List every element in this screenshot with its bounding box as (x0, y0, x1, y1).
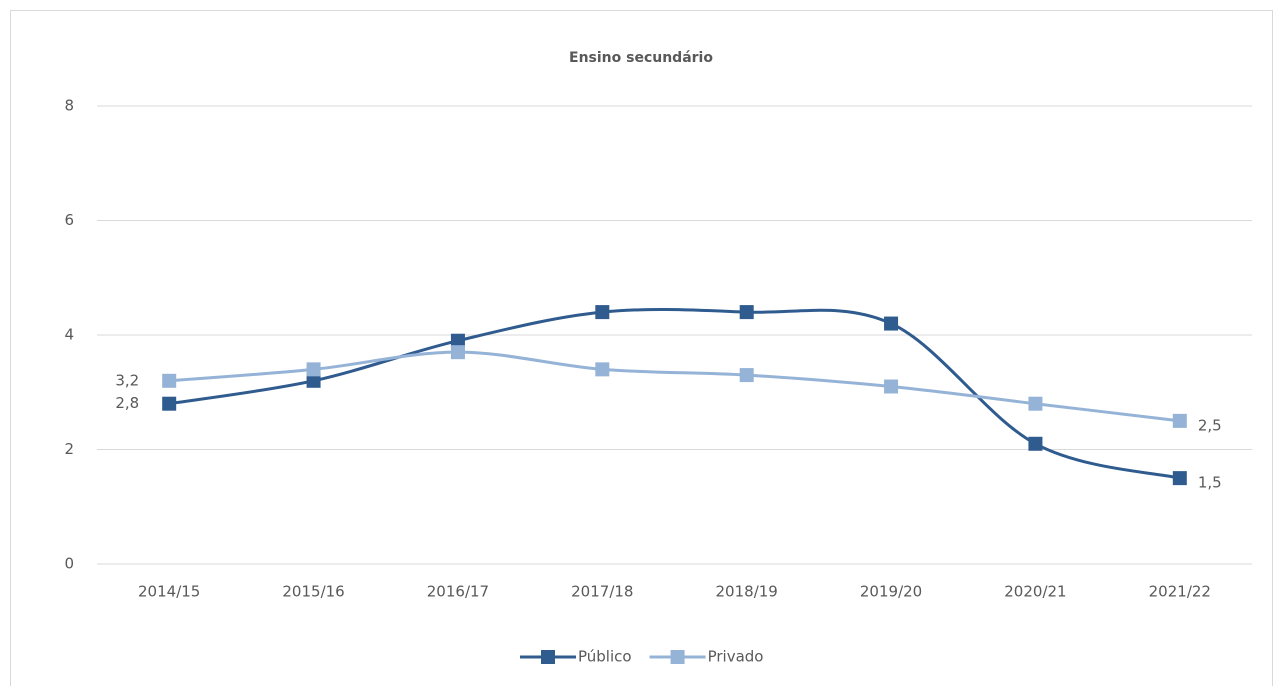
point-marker (595, 305, 610, 320)
point-marker (884, 379, 899, 394)
point-marker (450, 333, 465, 348)
x-tick-label: 2021/22 (1149, 583, 1211, 601)
data-label: 1,5 (1198, 474, 1222, 492)
point-marker (306, 373, 321, 388)
series-line (169, 350, 1180, 423)
legend-marker (541, 650, 555, 664)
point-marker (1028, 436, 1043, 451)
x-tick-label: 2018/19 (716, 583, 778, 601)
point-marker (162, 396, 177, 411)
x-tick-label: 2017/18 (571, 583, 633, 601)
point-marker (739, 305, 754, 320)
x-tick-label: 2019/20 (860, 583, 922, 601)
point-marker (1172, 471, 1187, 486)
point-marker (739, 368, 754, 383)
series-line (168, 307, 1181, 480)
point-marker (306, 362, 321, 377)
chart-title: Ensino secundário (569, 50, 713, 66)
data-label: 3,2 (115, 371, 139, 389)
legend-label: Público (578, 648, 632, 666)
chart-frame (10, 10, 1273, 686)
point-marker (884, 316, 899, 331)
y-tick-label: 4 (64, 326, 74, 344)
x-tick-label: 2020/21 (1004, 583, 1066, 601)
y-tick-label: 0 (64, 555, 74, 573)
data-label: 2,8 (115, 394, 139, 412)
y-tick-label: 2 (64, 440, 74, 458)
data-label: 2,5 (1198, 416, 1222, 434)
y-tick-label: 8 (64, 97, 74, 115)
point-marker (450, 345, 465, 360)
x-tick-label: 2016/17 (427, 583, 489, 601)
x-tick-label: 2015/16 (282, 583, 344, 601)
y-tick-label: 6 (64, 211, 74, 229)
point-marker (162, 373, 177, 388)
point-marker (595, 362, 610, 377)
legend-label: Privado (708, 648, 764, 666)
x-tick-label: 2014/15 (138, 583, 200, 601)
point-marker (1028, 396, 1043, 411)
legend-marker (670, 650, 685, 664)
point-marker (1172, 413, 1187, 428)
